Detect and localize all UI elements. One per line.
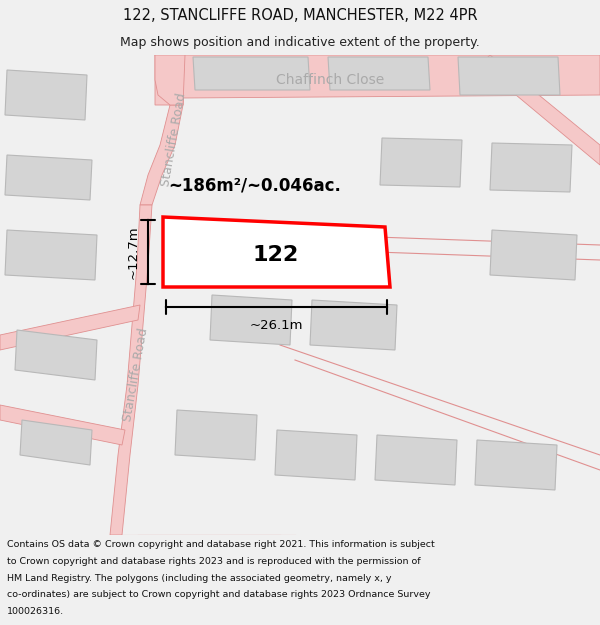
Polygon shape bbox=[175, 410, 257, 460]
Text: to Crown copyright and database rights 2023 and is reproduced with the permissio: to Crown copyright and database rights 2… bbox=[7, 557, 421, 566]
Text: Contains OS data © Crown copyright and database right 2021. This information is : Contains OS data © Crown copyright and d… bbox=[7, 541, 435, 549]
Polygon shape bbox=[490, 143, 572, 192]
Text: Chaffinch Close: Chaffinch Close bbox=[276, 73, 384, 87]
Polygon shape bbox=[475, 440, 557, 490]
Polygon shape bbox=[0, 305, 140, 350]
Polygon shape bbox=[480, 55, 600, 165]
Text: ~186m²/~0.046ac.: ~186m²/~0.046ac. bbox=[168, 176, 341, 194]
Text: co-ordinates) are subject to Crown copyright and database rights 2023 Ordnance S: co-ordinates) are subject to Crown copyr… bbox=[7, 591, 431, 599]
Text: Map shows position and indicative extent of the property.: Map shows position and indicative extent… bbox=[120, 36, 480, 49]
Text: 122, STANCLIFFE ROAD, MANCHESTER, M22 4PR: 122, STANCLIFFE ROAD, MANCHESTER, M22 4P… bbox=[122, 8, 478, 23]
Polygon shape bbox=[275, 430, 357, 480]
Text: ~26.1m: ~26.1m bbox=[250, 319, 303, 332]
Polygon shape bbox=[5, 155, 92, 200]
Text: ~12.7m: ~12.7m bbox=[127, 225, 140, 279]
Text: 122: 122 bbox=[253, 245, 299, 265]
Text: HM Land Registry. The polygons (including the associated geometry, namely x, y: HM Land Registry. The polygons (includin… bbox=[7, 574, 392, 582]
Polygon shape bbox=[458, 57, 560, 95]
Polygon shape bbox=[328, 57, 430, 90]
Polygon shape bbox=[375, 435, 457, 485]
Polygon shape bbox=[163, 217, 390, 287]
Polygon shape bbox=[155, 55, 185, 105]
Polygon shape bbox=[155, 55, 600, 105]
Text: 100026316.: 100026316. bbox=[7, 607, 64, 616]
Polygon shape bbox=[210, 295, 292, 345]
Polygon shape bbox=[20, 420, 92, 465]
Polygon shape bbox=[380, 138, 462, 187]
Polygon shape bbox=[5, 70, 87, 120]
Polygon shape bbox=[310, 300, 397, 350]
Polygon shape bbox=[110, 205, 152, 535]
Polygon shape bbox=[15, 330, 97, 380]
Polygon shape bbox=[0, 405, 125, 445]
Polygon shape bbox=[490, 230, 577, 280]
Polygon shape bbox=[193, 57, 310, 90]
Text: Stancliffe Road: Stancliffe Road bbox=[121, 327, 151, 423]
Polygon shape bbox=[5, 230, 97, 280]
Polygon shape bbox=[140, 55, 185, 205]
Text: Stancliffe Road: Stancliffe Road bbox=[160, 92, 188, 188]
